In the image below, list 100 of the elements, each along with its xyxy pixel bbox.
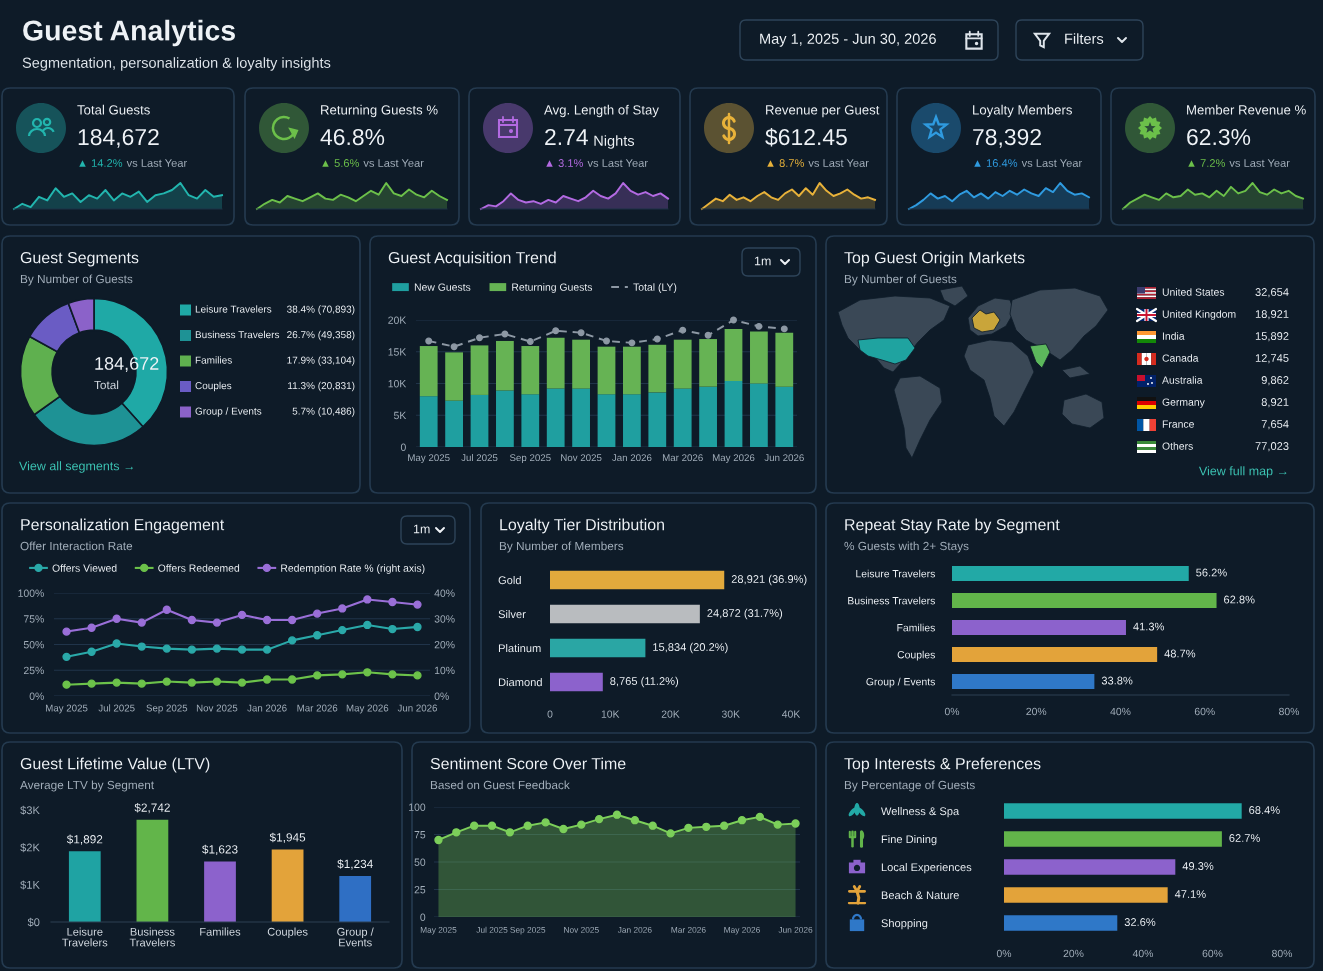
chart-title: Returning Guests %	[321, 104, 438, 118]
bar	[496, 340, 514, 391]
y-tick-label: 25	[414, 886, 426, 894]
y-tick-label: 0	[400, 443, 406, 451]
y-tick-label: 0	[420, 913, 426, 921]
x-tick-label: May 2025	[420, 926, 457, 935]
bar	[623, 346, 641, 395]
legend-label: Redemption Rate % (right axis)	[281, 564, 425, 574]
text: ▲ 5.6%	[322, 159, 360, 167]
point	[187, 615, 197, 625]
bar	[546, 388, 565, 447]
bar	[271, 849, 304, 922]
category-label: India	[1162, 332, 1185, 340]
bar	[597, 346, 616, 395]
bar	[204, 861, 236, 922]
point	[552, 327, 560, 335]
chart-title: Loyalty Tier Distribution	[500, 518, 664, 534]
y-tick-label: 100%	[18, 589, 44, 597]
point	[87, 647, 96, 656]
chart-title: Top Interests & Preferences	[844, 757, 1041, 773]
text: 7,654	[1261, 420, 1289, 430]
point	[313, 671, 322, 680]
category-label: France	[1162, 420, 1194, 428]
bar	[952, 566, 1189, 581]
legend-label: Offers Viewed	[52, 564, 117, 572]
point	[653, 335, 661, 343]
point	[388, 597, 397, 607]
x-tick-label: 40%	[1132, 949, 1154, 958]
x-tick-label: Couples	[267, 927, 308, 938]
y-tick-label: Families	[897, 623, 935, 632]
chart-subtitle: By Number of Members	[499, 541, 624, 553]
bar	[470, 345, 489, 395]
point	[87, 623, 96, 632]
data-label: 5.7% (10,486)	[292, 407, 355, 417]
chart-subtitle: By Number of Guests	[20, 274, 133, 286]
text: vs Last Year	[1229, 159, 1290, 167]
point	[630, 816, 640, 825]
x-tick-label: Jan 2026	[612, 454, 652, 462]
text: Top Guest Origin Markets	[844, 251, 1025, 267]
point	[413, 622, 422, 632]
chart-title: Sentiment Score Over Time	[430, 757, 626, 770]
bar	[1004, 803, 1242, 819]
text: vs Last Year	[363, 159, 424, 167]
bar	[648, 392, 667, 447]
y-tick-label: Business Travelers	[848, 596, 935, 605]
data-label: 33.8%	[1101, 676, 1133, 685]
y-tick-label: Group / Events	[866, 677, 935, 688]
x-tick-label: 40%	[1110, 707, 1131, 716]
bar	[750, 383, 768, 447]
point	[237, 645, 247, 654]
chart-title: Repeat Stay Rate by Segment	[845, 518, 1060, 534]
point	[338, 670, 347, 679]
point	[363, 595, 372, 604]
x-tick-label: Mar 2026	[662, 454, 703, 462]
data-label: $1,892	[66, 834, 103, 845]
chart-title: Avg. Length of Stay	[544, 104, 659, 118]
x-tick-label: Sep 2025	[509, 454, 551, 464]
y-tick-label: Platinum	[498, 643, 541, 653]
point	[338, 625, 347, 635]
y-tick-label: 50	[414, 858, 426, 866]
data-label: 17.9% (33,104)	[287, 356, 355, 366]
y-tick-label: Couples	[897, 650, 935, 661]
x-tick-label: May 2026	[346, 704, 389, 714]
data-label: 68.4%	[1249, 806, 1280, 814]
x-tick-label: 30K	[721, 710, 740, 718]
bar	[1004, 831, 1222, 847]
point	[413, 671, 422, 680]
text: ▲ 14.2%	[79, 159, 123, 167]
bar	[952, 674, 1095, 689]
bar	[445, 352, 463, 401]
legend-label: Leisure Travelers	[195, 305, 272, 313]
x-tick-label: Nov 2025	[561, 454, 602, 462]
chart-subtitle: By Percentage of Guests	[844, 780, 975, 792]
category-label: Others	[1162, 442, 1193, 450]
data-label: $1,945	[269, 832, 306, 843]
point	[476, 334, 483, 342]
text: 1m	[754, 256, 771, 266]
bar	[724, 380, 743, 447]
y-tick-label: Silver	[498, 609, 526, 619]
y-tick-label: Gold	[498, 575, 521, 585]
text: 15,892	[1255, 332, 1289, 342]
legend-label: Returning Guests	[512, 283, 593, 293]
bar	[572, 339, 590, 389]
text: View full map →	[1198, 466, 1287, 478]
bar	[521, 346, 540, 395]
legend-label: New Guests	[414, 283, 471, 291]
bar	[546, 337, 565, 389]
point	[702, 822, 711, 831]
legend-label: Business Travelers	[195, 330, 280, 339]
bar	[952, 647, 1158, 662]
bar	[952, 593, 1217, 608]
point	[162, 677, 171, 686]
data-label: 11.3% (20,831)	[288, 381, 355, 392]
legend-label: Couples	[195, 381, 232, 392]
data-label: 41.3%	[1133, 622, 1165, 631]
point	[612, 810, 622, 819]
point	[755, 812, 764, 822]
point	[628, 339, 636, 347]
x-tick-label: Sep 2025	[510, 926, 546, 935]
category-label: Canada	[1162, 354, 1199, 362]
